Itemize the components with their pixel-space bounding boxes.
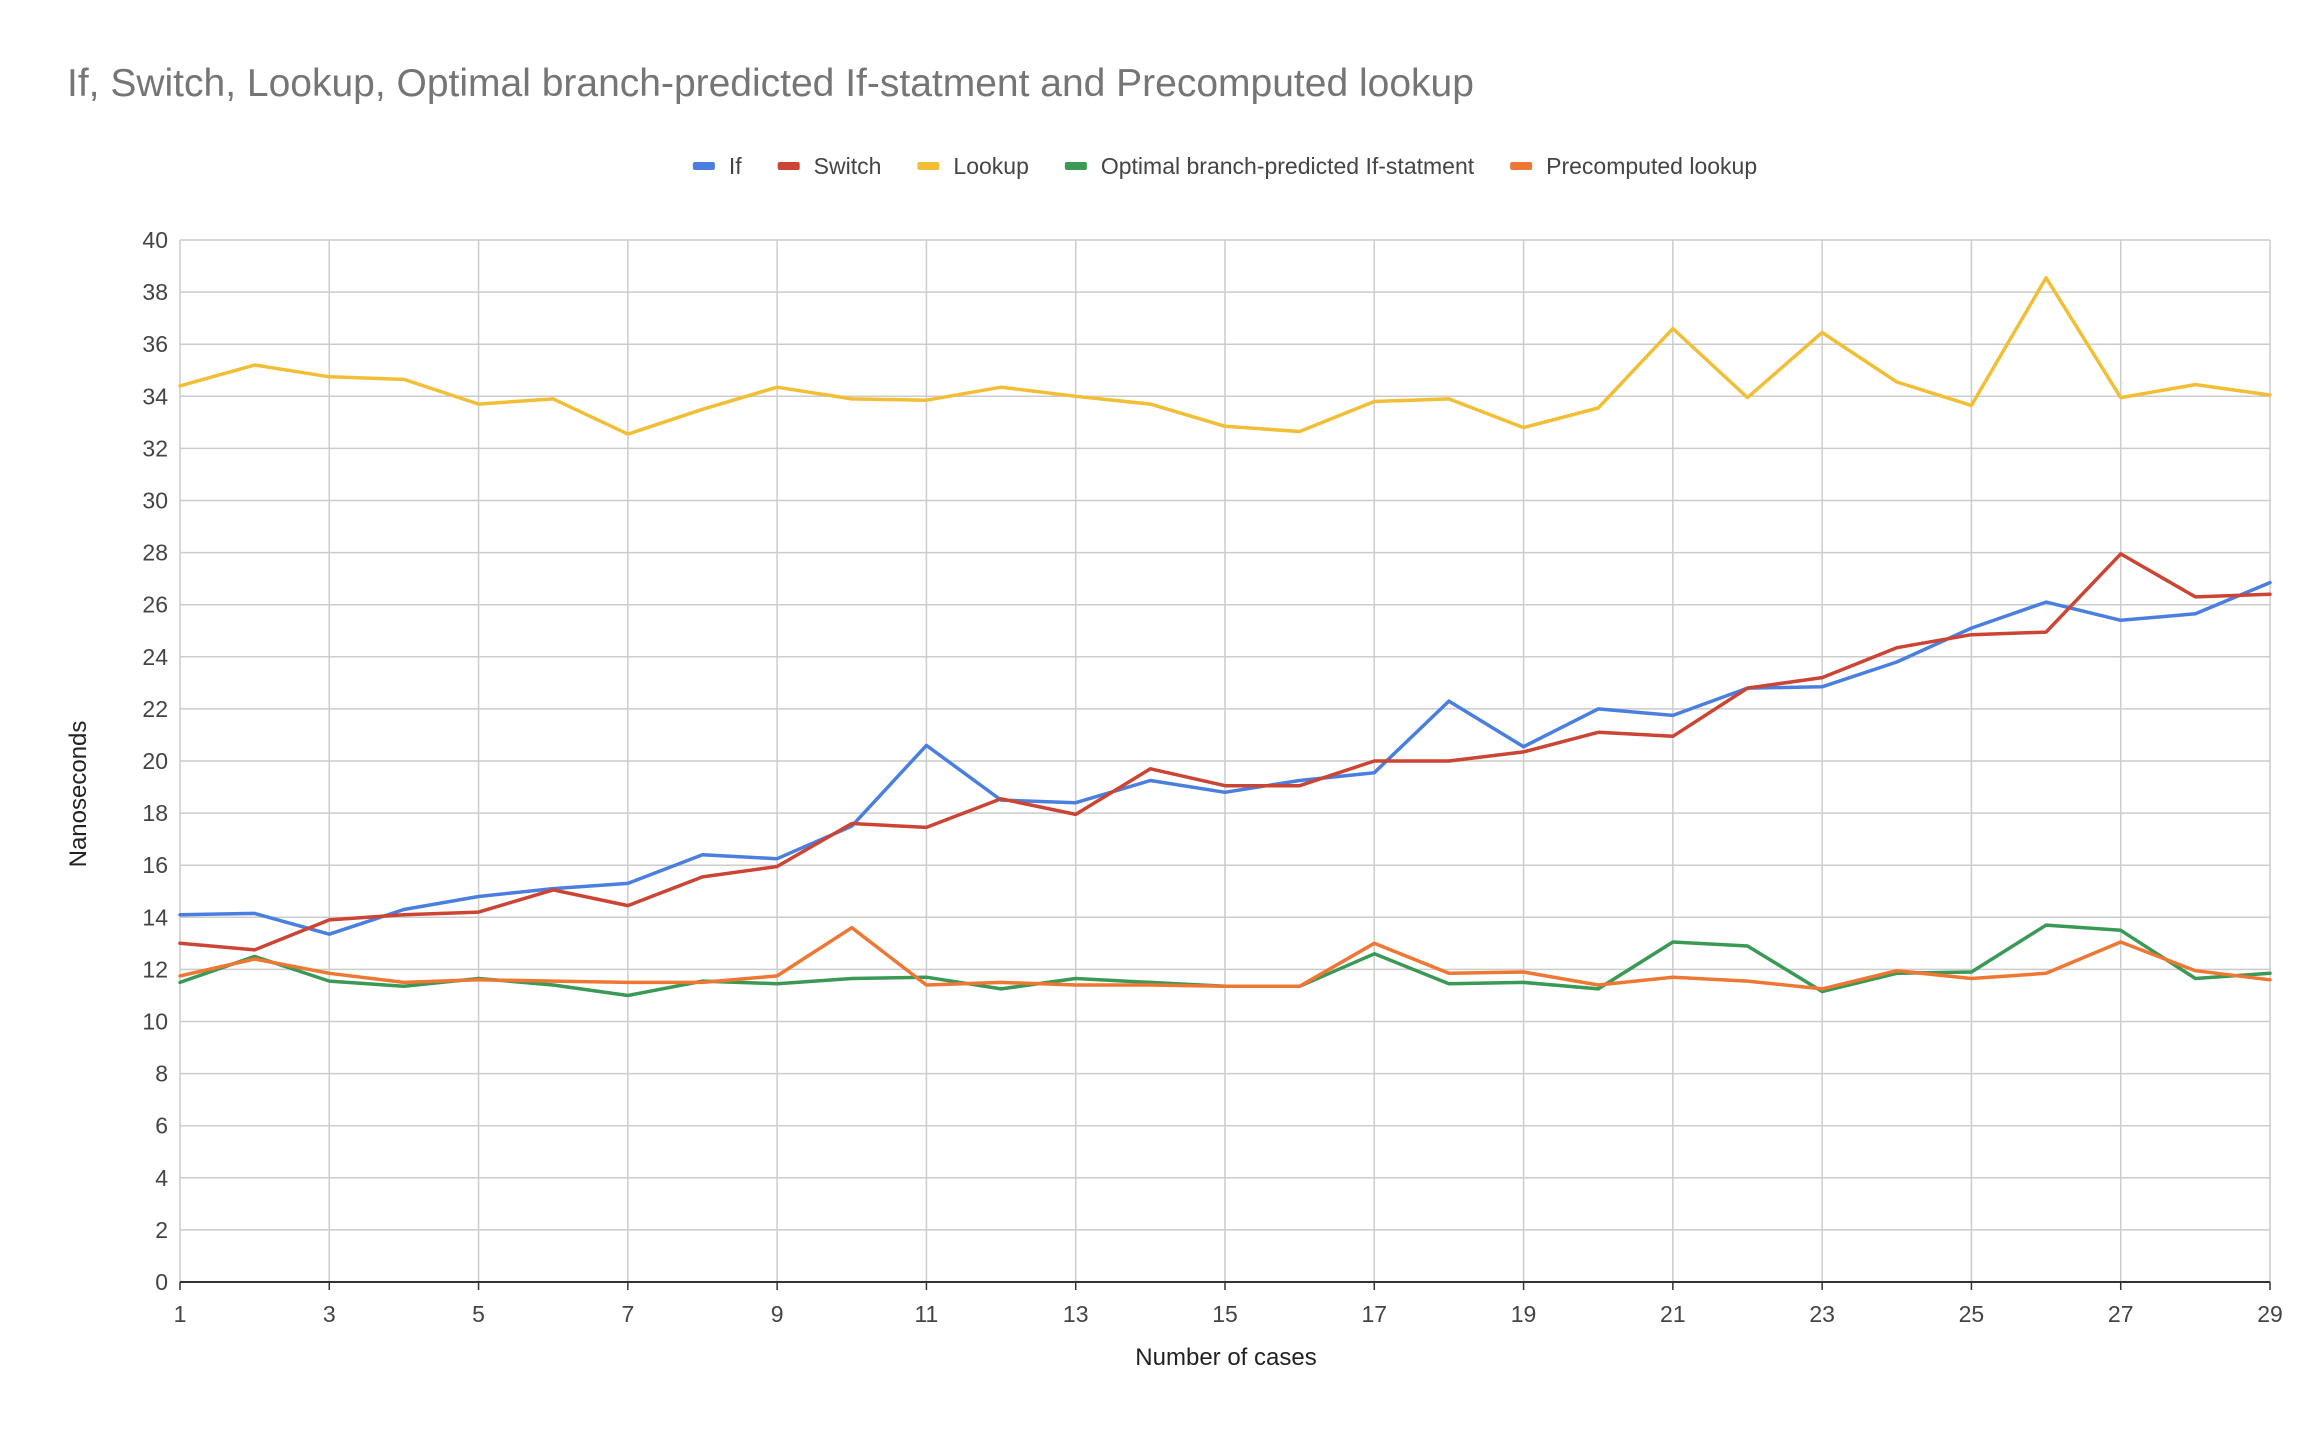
- grid: [179, 239, 2271, 1282]
- legend-label: Switch: [814, 153, 882, 179]
- series-line-precomputed-lookup: [178, 925, 2272, 991]
- y-tick-label: 34: [142, 383, 168, 409]
- legend-swatch: [1510, 162, 1533, 170]
- y-tick-label: 26: [142, 592, 168, 618]
- x-tick-label: 19: [1511, 1301, 1537, 1327]
- legend-label: If: [729, 153, 742, 179]
- legend-item: Precomputed lookup: [1510, 153, 1757, 179]
- x-tick-label: 1: [174, 1301, 187, 1327]
- legend-item: Optimal branch-predicted If-statment: [1064, 153, 1475, 179]
- y-tick-label: 4: [155, 1165, 168, 1191]
- y-axis-label: Nanoseconds: [65, 721, 92, 868]
- y-tick-label: 40: [142, 227, 168, 253]
- y-tick-label: 0: [155, 1269, 168, 1295]
- y-tick-label: 10: [142, 1009, 168, 1035]
- y-tick-label: 30: [142, 488, 168, 514]
- series-line-switch: [178, 552, 2272, 952]
- series-lines: [178, 276, 2272, 998]
- legend-item: Lookup: [917, 153, 1029, 179]
- y-tick-label: 38: [142, 279, 168, 305]
- series-line-lookup: [178, 276, 2272, 436]
- y-tick-label: 22: [142, 696, 168, 722]
- x-tick-label: 21: [1660, 1301, 1686, 1327]
- y-tick-label: 28: [142, 540, 168, 566]
- x-tick-label: 9: [771, 1301, 784, 1327]
- x-tick-label: 13: [1063, 1301, 1089, 1327]
- y-tick-label: 14: [142, 904, 168, 930]
- legend-swatch: [692, 162, 715, 170]
- y-tick-label: 8: [155, 1061, 168, 1087]
- x-tick-label: 15: [1212, 1301, 1238, 1327]
- y-tick-label: 16: [142, 852, 168, 878]
- y-tick-label: 24: [142, 644, 168, 670]
- legend-label: Optimal branch-predicted If-statment: [1101, 153, 1475, 179]
- legend-item: Switch: [777, 153, 882, 179]
- y-tick-label: 20: [142, 748, 168, 774]
- y-tick-label: 18: [142, 800, 168, 826]
- x-tick-label: 25: [1959, 1301, 1985, 1327]
- y-tick-label: 6: [155, 1113, 168, 1139]
- x-tick-label: 11: [914, 1301, 938, 1327]
- x-tick-label: 7: [621, 1301, 634, 1327]
- legend-item: If: [692, 153, 742, 179]
- legend-swatch: [1064, 162, 1087, 170]
- x-tick-label: 5: [472, 1301, 485, 1327]
- x-tick-label: 23: [1809, 1301, 1835, 1327]
- y-tick-label: 2: [155, 1217, 168, 1243]
- x-axis-label: Number of cases: [1135, 1344, 1316, 1371]
- x-tick-label: 3: [323, 1301, 336, 1327]
- series-line-if: [178, 580, 2272, 936]
- x-tick-label: 29: [2257, 1301, 2283, 1327]
- y-tick-label: 12: [142, 956, 168, 982]
- x-tick-label: 27: [2108, 1301, 2134, 1327]
- legend: If Switch Lookup Optimal branch-predicted I…: [692, 153, 1757, 179]
- chart-title: If, Switch, Lookup, Optimal branch-predi…: [67, 62, 1474, 105]
- legend-label: Precomputed lookup: [1546, 153, 1757, 179]
- legend-swatch: [917, 162, 940, 170]
- x-tick-label: 17: [1361, 1301, 1387, 1327]
- y-tick-label: 36: [142, 331, 168, 357]
- y-tick-label: 32: [142, 435, 168, 461]
- legend-label: Lookup: [953, 153, 1028, 179]
- legend-swatch: [777, 162, 800, 170]
